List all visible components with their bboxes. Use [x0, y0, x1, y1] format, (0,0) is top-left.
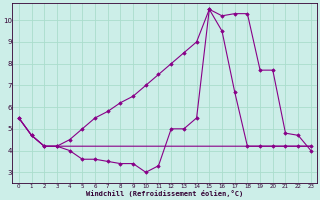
X-axis label: Windchill (Refroidissement éolien,°C): Windchill (Refroidissement éolien,°C) [86, 190, 244, 197]
